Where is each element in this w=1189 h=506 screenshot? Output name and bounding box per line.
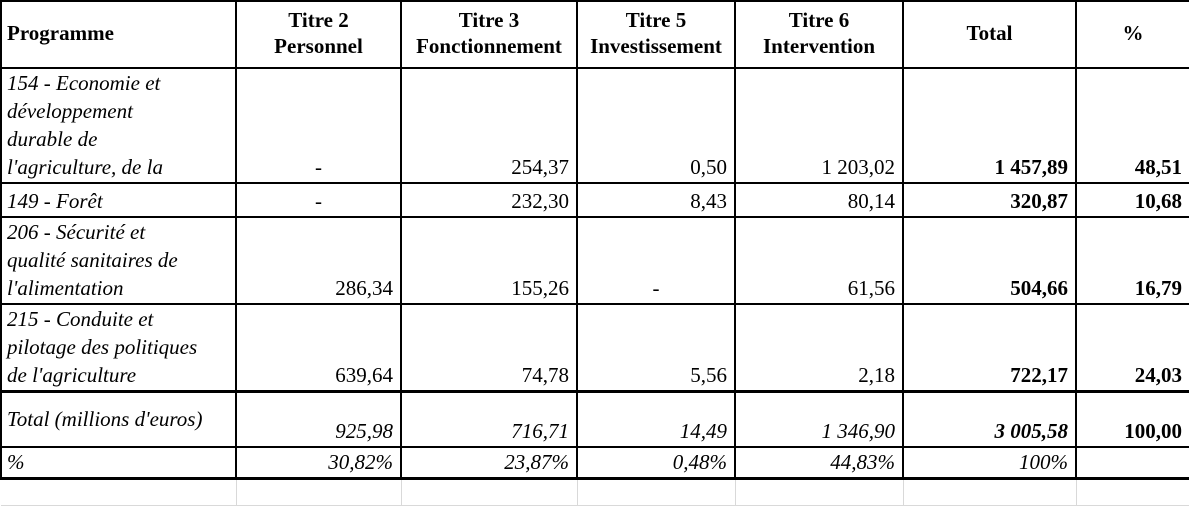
cell-titre6: 80,14 <box>734 182 904 218</box>
header-titre6: Titre 6 Intervention <box>734 0 904 69</box>
cell-pct: 24,03 <box>1075 303 1189 393</box>
empty-gridline-row <box>1 478 1189 506</box>
cell-total: 722,17 <box>902 303 1077 393</box>
cell-pct: 48,51 <box>1075 67 1189 184</box>
table-row-programme-215: 215 - Conduite et pilotage des politique… <box>0 303 1189 393</box>
percent-row-label: % <box>0 445 237 480</box>
cell-pct: 100,00 <box>1075 390 1189 448</box>
cell-titre5: 14,49 <box>576 390 736 448</box>
table-row-programme-154: 154 - Economie et développement durable … <box>0 67 1189 184</box>
row-label: 206 - Sécurité et qualité sanitaires de … <box>0 216 237 305</box>
empty-cell <box>576 478 736 506</box>
cell-titre6: 2,18 <box>734 303 904 393</box>
cell-titre6: 1 203,02 <box>734 67 904 184</box>
cell-total: 1 457,89 <box>902 67 1077 184</box>
cell-titre3: 74,78 <box>400 303 578 393</box>
cell-titre6: 61,56 <box>734 216 904 305</box>
cell-titre2: 925,98 <box>235 390 402 448</box>
row-label: 215 - Conduite et pilotage des politique… <box>0 303 237 393</box>
header-programme: Programme <box>0 0 237 69</box>
empty-cell <box>902 478 1077 506</box>
cell-titre5: - <box>576 216 736 305</box>
table-header-row: Programme Titre 2 Personnel Titre 3 Fonc… <box>0 0 1189 69</box>
row-label: 154 - Economie et développement durable … <box>0 67 237 184</box>
cell-pct: 16,79 <box>1075 216 1189 305</box>
empty-cell <box>1075 478 1189 506</box>
header-titre2: Titre 2 Personnel <box>235 0 402 69</box>
cell-grand-total: 3 005,58 <box>902 390 1077 448</box>
empty-cell <box>734 478 904 506</box>
cell-total: 504,66 <box>902 216 1077 305</box>
header-pct: % <box>1075 0 1189 69</box>
cell-titre3: 254,37 <box>400 67 578 184</box>
empty-cell <box>1 478 237 506</box>
header-total: Total <box>902 0 1077 69</box>
cell-titre5: 0,48% <box>576 445 736 480</box>
cell-titre3: 155,26 <box>400 216 578 305</box>
header-titre5: Titre 5 Investissement <box>576 0 736 69</box>
cell-titre3: 716,71 <box>400 390 578 448</box>
cell-titre6: 44,83% <box>734 445 904 480</box>
cell-titre3: 232,30 <box>400 182 578 218</box>
cell-titre3: 23,87% <box>400 445 578 480</box>
table-row-programme-206: 206 - Sécurité et qualité sanitaires de … <box>0 216 1189 305</box>
total-row-label: Total (millions d'euros) <box>0 390 237 448</box>
table-row-percent: % 30,82% 23,87% 0,48% 44,83% 100% <box>0 445 1189 480</box>
cell-titre2: - <box>235 67 402 184</box>
cell-total: 320,87 <box>902 182 1077 218</box>
cell-titre5: 0,50 <box>576 67 736 184</box>
cell-pct-empty <box>1075 445 1189 480</box>
cell-total: 100% <box>902 445 1077 480</box>
cell-titre5: 8,43 <box>576 182 736 218</box>
cell-titre2: 286,34 <box>235 216 402 305</box>
cell-pct: 10,68 <box>1075 182 1189 218</box>
table-row-programme-149: 149 - Forêt - 232,30 8,43 80,14 320,87 1… <box>0 182 1189 218</box>
cell-titre2: 30,82% <box>235 445 402 480</box>
empty-cell <box>235 478 402 506</box>
cell-titre2: - <box>235 182 402 218</box>
header-titre3: Titre 3 Fonctionnement <box>400 0 578 69</box>
empty-cell <box>400 478 578 506</box>
table-row-total: Total (millions d'euros) 925,98 716,71 1… <box>0 390 1189 448</box>
cell-titre6: 1 346,90 <box>734 390 904 448</box>
cell-titre5: 5,56 <box>576 303 736 393</box>
row-label: 149 - Forêt <box>0 182 237 218</box>
cell-titre2: 639,64 <box>235 303 402 393</box>
